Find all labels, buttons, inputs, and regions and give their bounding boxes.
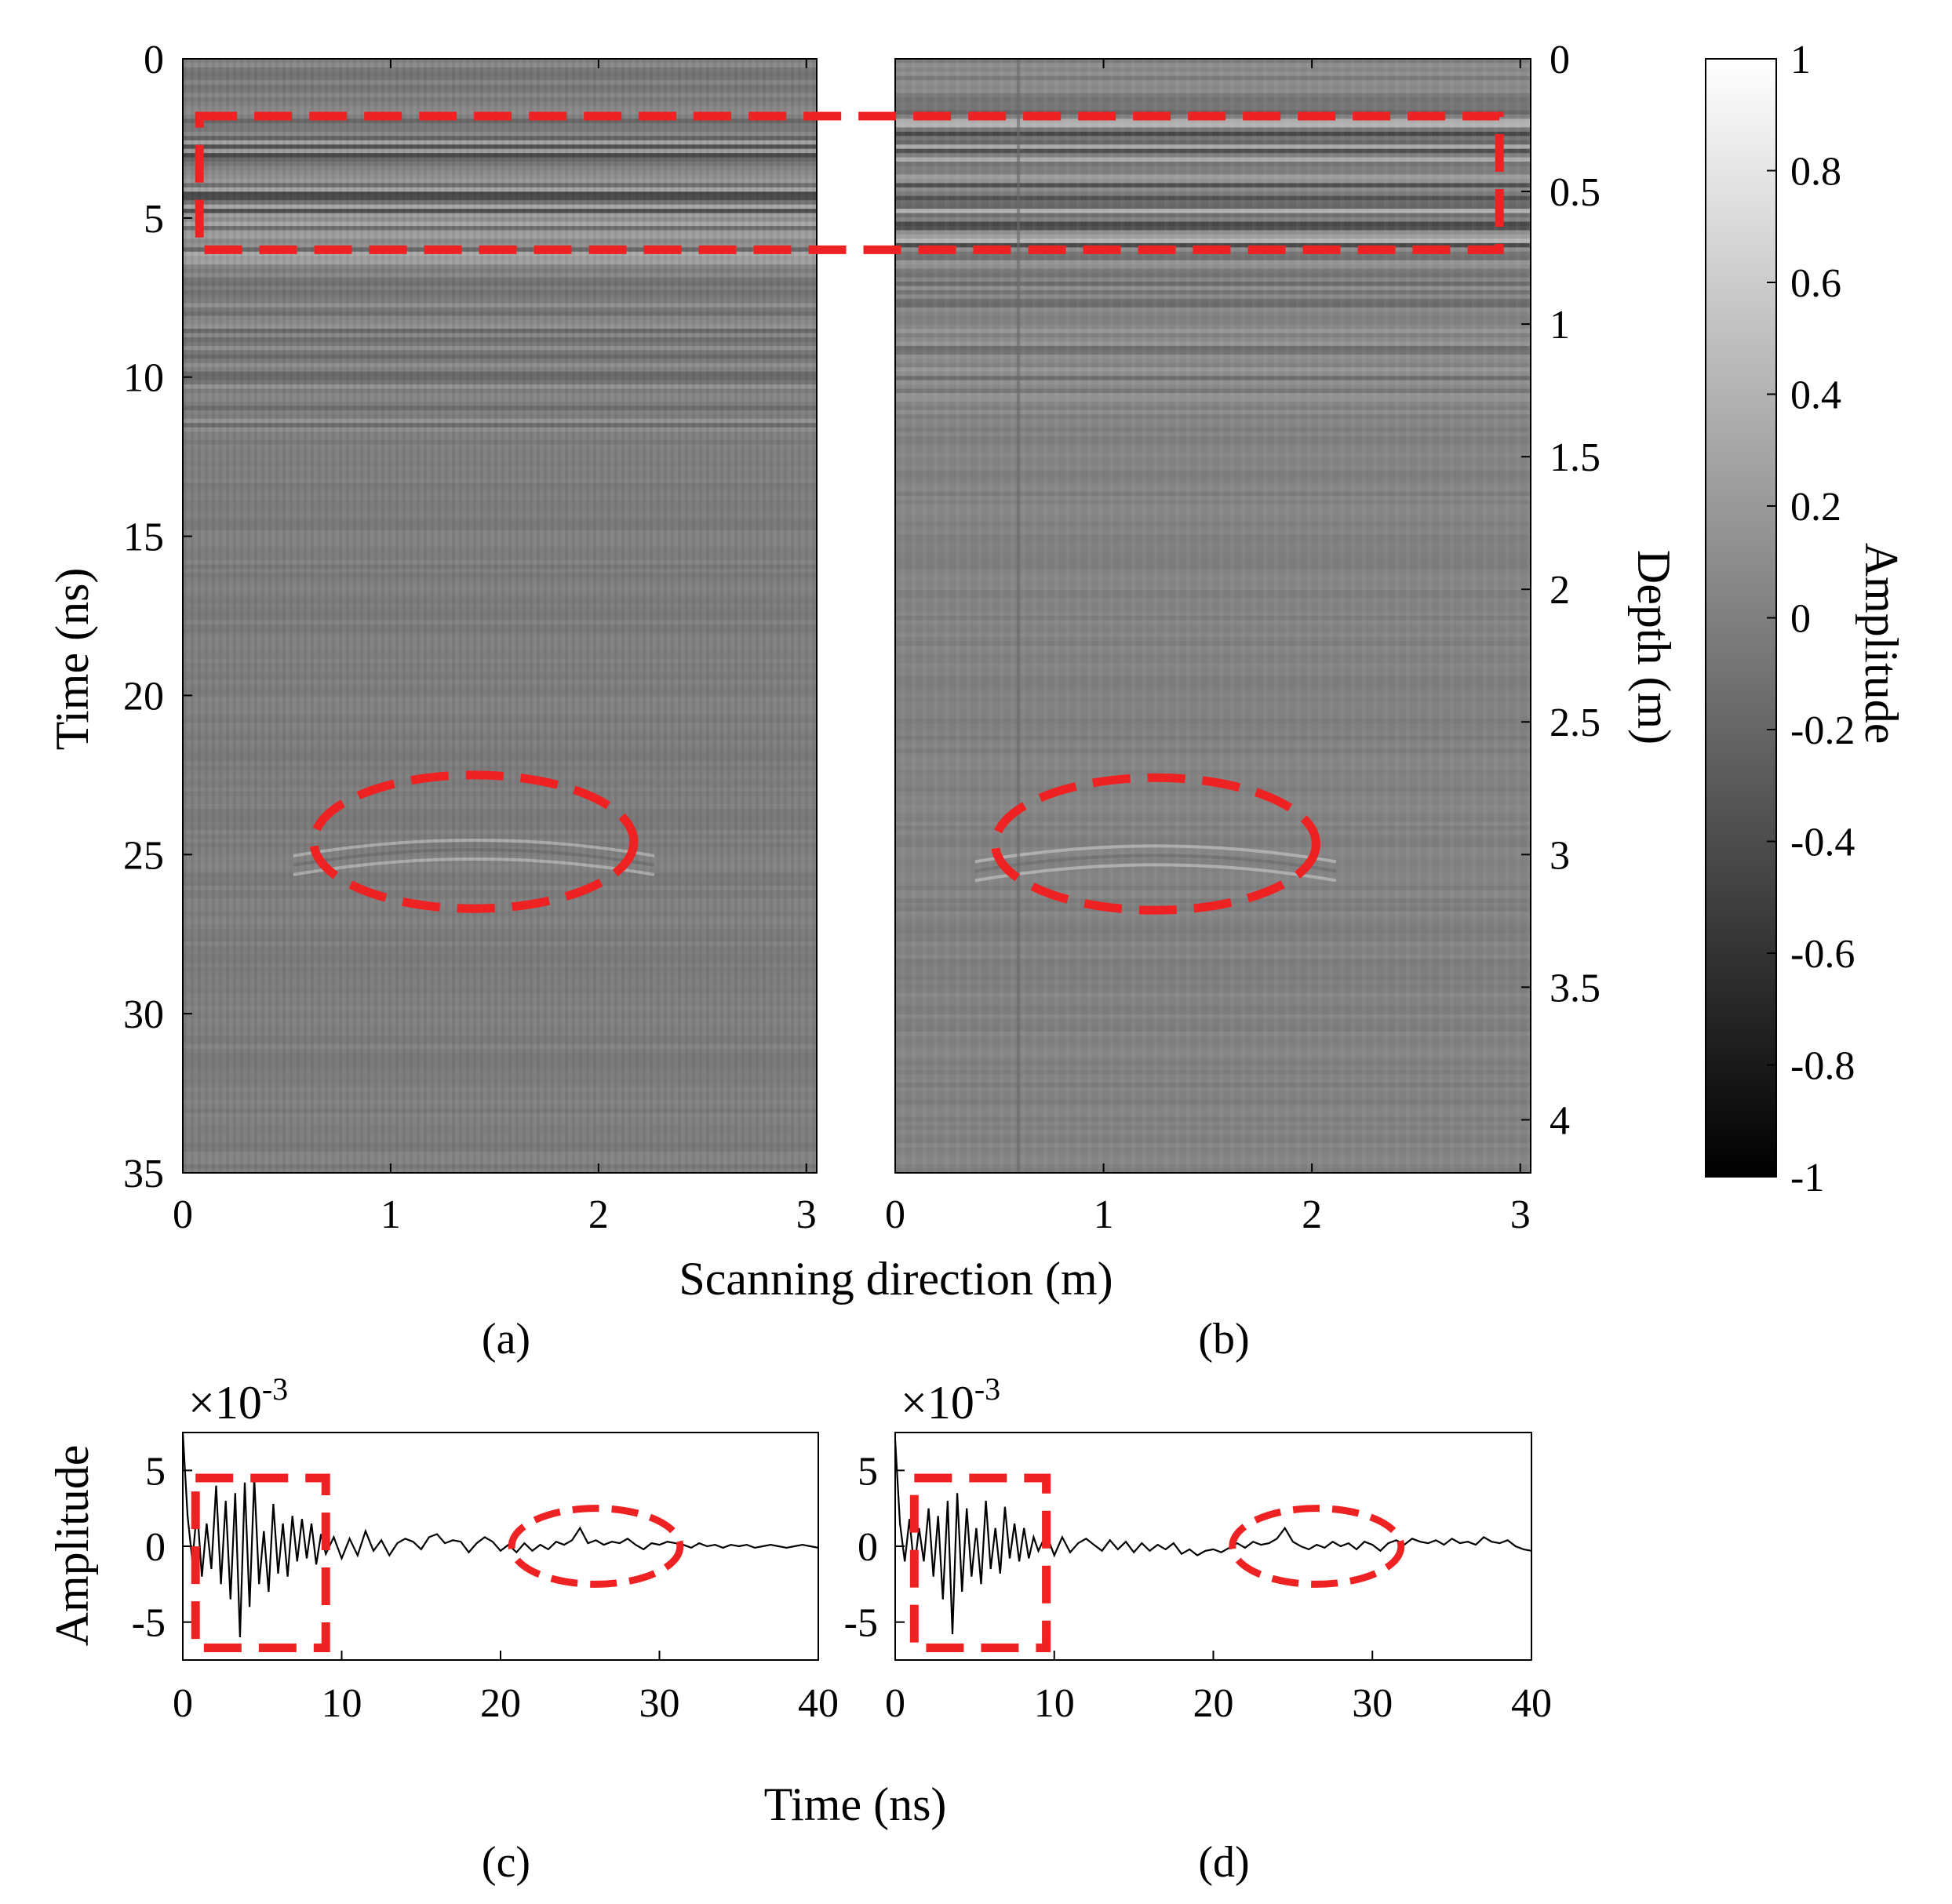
b:1-xtick-label: 2 — [1302, 1192, 1322, 1237]
colorbar-tick-label: -0.8 — [1790, 1044, 1855, 1089]
colorbar-tick-label: -0.2 — [1790, 708, 1855, 753]
highlight-box-c — [191, 1473, 330, 1653]
axes-b-ticks: 0 1 2 3 0 0.5 1 1.5 2 2.5 3 3.5 4 — [885, 38, 1601, 1237]
colorbar: 1 0.8 0.6 0.4 0.2 0 -0.2 -0.4 -0.6 -0.8 -1 Amplitu… — [1705, 38, 1907, 1200]
d-xtick-label: 20 — [1193, 1681, 1234, 1726]
colorbar-tick-label: 0.4 — [1790, 373, 1841, 418]
colorbar-tick-label: -0.6 — [1790, 932, 1855, 977]
caption-a: (a) — [482, 1315, 530, 1363]
b:1-ytick-label: 3.5 — [1550, 966, 1601, 1010]
b:1-xtick-label: 1 — [1094, 1192, 1114, 1237]
a:0-ytick-label: 10 — [123, 356, 164, 401]
d-ytick-label: 5 — [858, 1449, 878, 1494]
c-xtick-label: 30 — [639, 1681, 680, 1726]
colorbar-tick-label: 0 — [1790, 597, 1811, 642]
d-xtick-label: 30 — [1352, 1681, 1393, 1726]
b:1-ytick-label: 2.5 — [1550, 701, 1601, 745]
colorbar-tick-label: 0.6 — [1790, 261, 1841, 306]
axes-c-scale-label: ×10-3 — [188, 1371, 288, 1429]
colorbar-gradient — [1705, 58, 1777, 1178]
trace-d-line — [894, 1440, 1532, 1635]
caption-c: (c) — [482, 1838, 530, 1887]
c-ytick-label: 5 — [145, 1449, 166, 1494]
b:1-ytick-label: 3 — [1550, 833, 1570, 878]
c-xtick-label: 0 — [173, 1681, 193, 1726]
axes-a-ylabel: Time (ns) — [46, 568, 98, 751]
axes-a-frame — [182, 58, 818, 1174]
c-xtick-label: 40 — [798, 1681, 839, 1726]
d-ytick-label: -5 — [844, 1601, 878, 1646]
b:1-xtick-label: 3 — [1510, 1192, 1531, 1237]
highlight-annotations — [191, 111, 1504, 1653]
colorbar-tick-label: -1 — [1790, 1156, 1824, 1200]
a:0-ytick-label: 30 — [123, 992, 164, 1037]
c-ytick-label: -5 — [132, 1601, 166, 1646]
a:0-ytick-label: 25 — [123, 833, 164, 878]
axes-d-scale-label: ×10-3 — [901, 1371, 1000, 1429]
trace-c-line — [181, 1432, 819, 1638]
a:0-xtick-label: 2 — [588, 1192, 609, 1237]
highlight-ellipse-c — [508, 1505, 684, 1588]
a:0-ytick-label: 35 — [123, 1152, 164, 1196]
a:0-xtick-label: 3 — [796, 1192, 817, 1237]
c-xtick-label: 20 — [480, 1681, 521, 1726]
colorbar-tick-label: 1 — [1790, 38, 1811, 82]
colorbar-tick-label: -0.4 — [1790, 821, 1855, 865]
caption-b: (b) — [1198, 1315, 1249, 1363]
heatmap-a-texture — [183, 59, 817, 1173]
b:1-ytick-label: 1.5 — [1550, 435, 1601, 480]
a:0-ytick-label: 5 — [144, 197, 164, 242]
d-xtick-label: 10 — [1034, 1681, 1075, 1726]
a:0-ytick-label: 15 — [123, 515, 164, 560]
b:1-ytick-label: 4 — [1550, 1098, 1570, 1143]
axes-b-ylabel: Depth (m) — [1628, 550, 1680, 744]
d-xtick-label: 0 — [885, 1681, 905, 1726]
d-xtick-label: 40 — [1511, 1681, 1552, 1726]
panel-b: 0 1 2 3 0 0.5 1 1.5 2 2.5 3 3.5 4 — [885, 38, 1601, 1237]
d-ytick-label: 0 — [858, 1525, 878, 1570]
colorbar-tick-label: 0.2 — [1790, 485, 1841, 530]
shared-xlabel-top: Scanning direction (m) — [679, 1253, 1113, 1305]
a:0-xtick-label: 1 — [381, 1192, 401, 1237]
b:1-ytick-label: 2 — [1550, 568, 1570, 613]
shared-xlabel-bottom: Time (ns) — [764, 1778, 947, 1830]
a:0-xtick-label: 0 — [173, 1192, 193, 1237]
b:1-xtick-label: 0 — [885, 1192, 905, 1237]
axes-c-frame — [182, 1432, 819, 1661]
highlight-ellipse-a — [309, 770, 639, 913]
highlight-box-d — [909, 1473, 1051, 1653]
a:0-ytick-label: 0 — [144, 38, 164, 82]
highlight-ellipse-d — [1229, 1505, 1405, 1588]
caption-d: (d) — [1198, 1838, 1249, 1887]
axes-d-frame — [894, 1432, 1532, 1661]
colorbar-tick-label: 0.8 — [1790, 150, 1841, 195]
b:1-ytick-label: 0.5 — [1550, 170, 1601, 215]
axes-c-ylabel: Amplitude — [46, 1445, 98, 1647]
highlight-ellipse-b — [990, 773, 1320, 915]
a:0-ytick-label: 20 — [123, 674, 164, 719]
heatmap-b-texture — [895, 59, 1531, 1173]
b:1-ytick-label: 0 — [1550, 38, 1570, 82]
colorbar-label: Amplitude — [1855, 543, 1907, 744]
c-xtick-label: 10 — [322, 1681, 362, 1726]
axes-b-frame — [894, 58, 1531, 1174]
c-ytick-label: 0 — [145, 1525, 166, 1570]
colorbar-ticks: 1 0.8 0.6 0.4 0.2 0 -0.2 -0.4 -0.6 -0.8 -1 — [1767, 38, 1855, 1200]
b:1-ytick-label: 1 — [1550, 303, 1570, 348]
